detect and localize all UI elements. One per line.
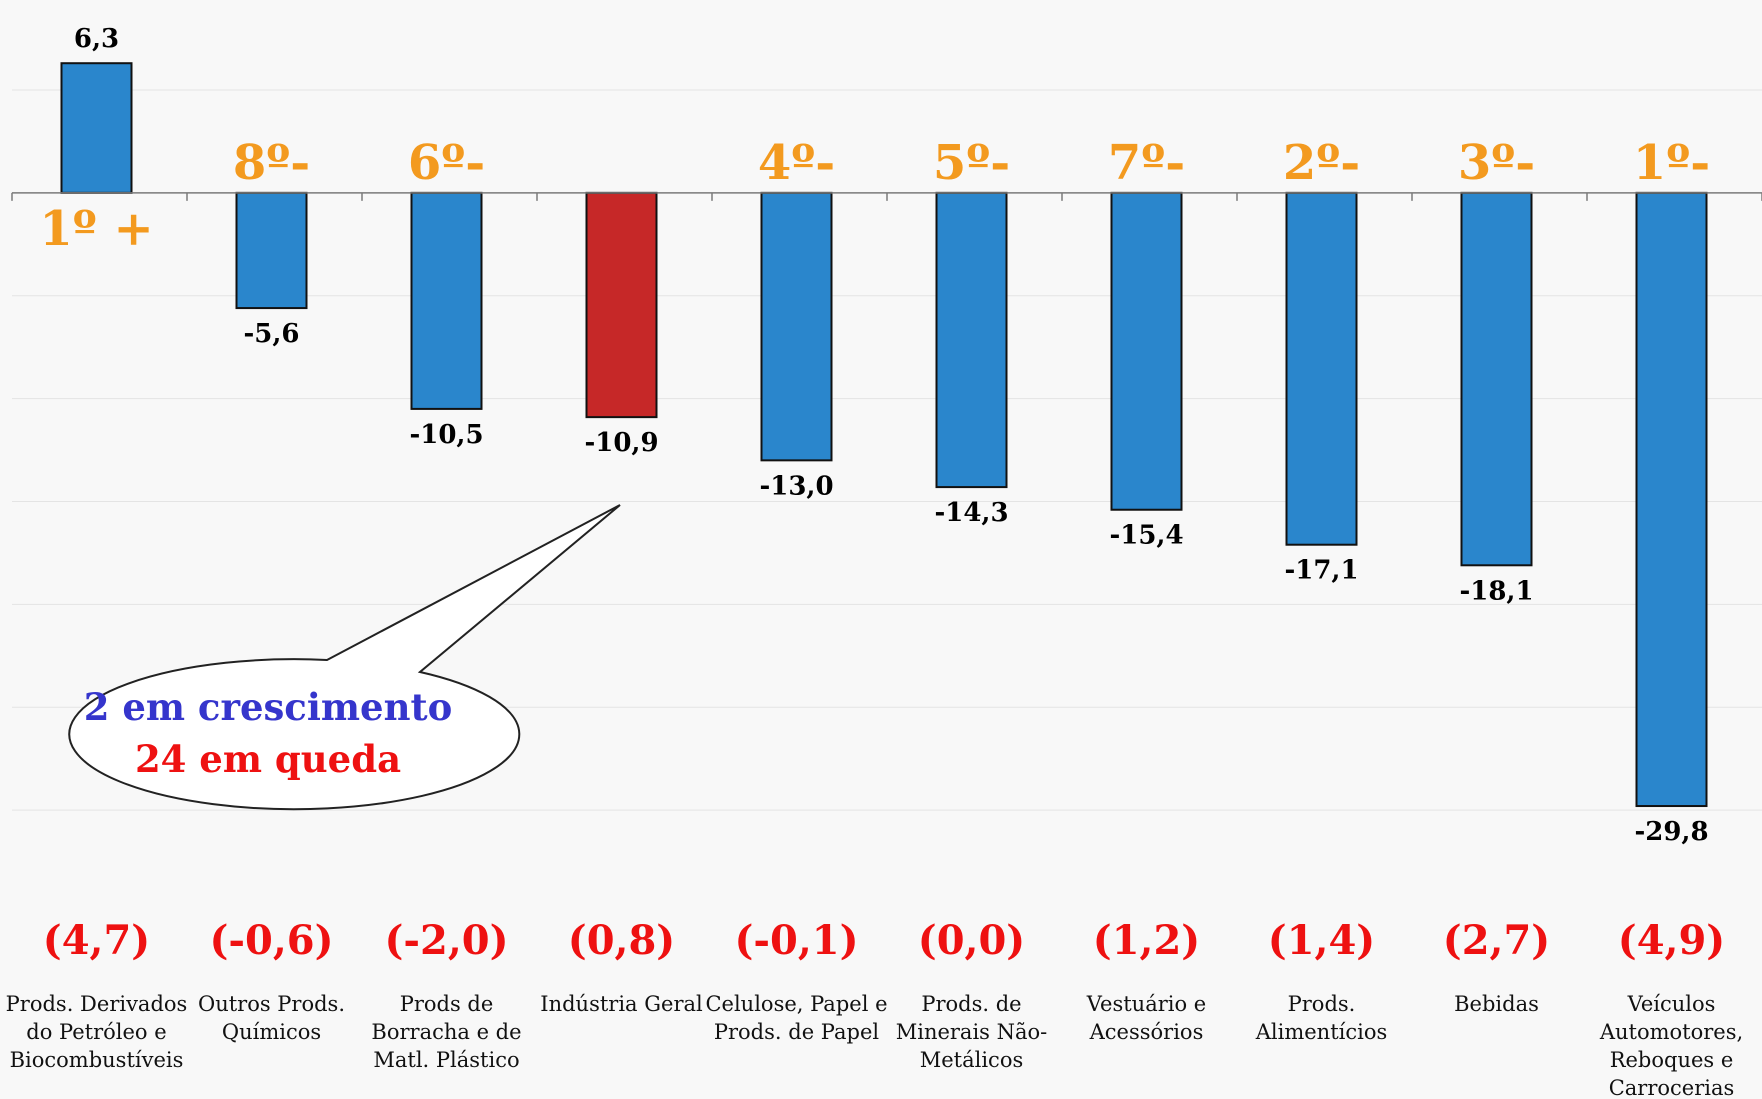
bar [587, 193, 657, 417]
parenthetical-value: (-0,6) [209, 917, 333, 964]
category-label-line: Automotores, [1599, 1020, 1743, 1044]
category-label: Bebidas [1454, 992, 1539, 1016]
bar [1637, 193, 1707, 806]
value-label: -17,1 [1284, 556, 1358, 586]
callout-line-1: 2 em crescimento [84, 685, 453, 729]
parenthetical-value: (2,7) [1443, 917, 1550, 964]
parenthetical-value: (-0,1) [734, 917, 858, 964]
bar [62, 63, 132, 193]
bar [1287, 193, 1357, 545]
category-label-line: Metálicos [920, 1048, 1024, 1072]
category-label-line: Prods. Derivados [6, 992, 188, 1016]
rank-label: 2º- [1283, 135, 1360, 191]
value-label: -29,8 [1634, 817, 1708, 847]
rank-label: 6º- [408, 135, 485, 191]
bar [237, 193, 307, 308]
callout-bubble: 2 em crescimento 24 em queda [69, 505, 620, 809]
rank-label: 5º- [933, 135, 1010, 191]
category-label: Celulose, Papel e Prods. de Papel [705, 992, 887, 1044]
value-label: -10,9 [584, 428, 658, 458]
value-label: -15,4 [1109, 521, 1183, 551]
category-label-line: Biocombustíveis [10, 1048, 184, 1072]
category-label-line: Bebidas [1454, 992, 1539, 1016]
category-label: Prods. Derivados do Petróleo e Biocombustí… [6, 992, 188, 1072]
bar [1462, 193, 1532, 565]
category-label-line: Veículos [1627, 992, 1716, 1016]
parenthetical-value: (-2,0) [384, 917, 508, 964]
category-label-line: Prods. de Papel [714, 1020, 880, 1044]
parenthetical-values: (4,7) (-0,6) (-2,0) (0,8) (-0,1) (0,0) (1,2) (1… [43, 917, 1725, 964]
bar [412, 193, 482, 409]
parenthetical-value: (0,8) [568, 917, 675, 964]
parenthetical-value: (0,0) [918, 917, 1025, 964]
parenthetical-value: (4,9) [1618, 917, 1725, 964]
callout-line-2: 24 em queda [135, 737, 401, 781]
bar [1112, 193, 1182, 510]
parenthetical-value: (4,7) [43, 917, 150, 964]
value-label: -13,0 [759, 471, 833, 501]
bar [937, 193, 1007, 487]
value-label: 6,3 [74, 24, 119, 54]
rank-label: 8º- [233, 135, 310, 191]
category-label-line: Matl. Plástico [373, 1048, 519, 1072]
category-label: Veículos Automotores, Reboques e Carroceria… [1599, 992, 1743, 1099]
rank-label: 4º- [758, 135, 835, 191]
category-label-line: Reboques e [1610, 1048, 1734, 1072]
rank-label: 1º- [1633, 135, 1710, 191]
category-label-line: Vestuário e [1086, 992, 1206, 1016]
category-label: Indústria Geral [540, 992, 703, 1016]
category-label: Prods de Borracha e de Matl. Plástico [371, 992, 521, 1072]
category-label-line: Prods. [1288, 992, 1356, 1016]
category-label-line: Acessórios [1089, 1020, 1204, 1044]
parenthetical-value: (1,4) [1268, 917, 1375, 964]
value-label: -18,1 [1459, 576, 1533, 606]
category-label-line: Outros Prods. [198, 992, 345, 1016]
category-label-line: Borracha e de [371, 1020, 521, 1044]
category-label-line: Alimentícios [1255, 1020, 1388, 1044]
category-label: Prods. Alimentícios [1255, 992, 1388, 1044]
category-label-line: Indústria Geral [540, 992, 703, 1016]
category-label-line: Minerais Não- [896, 1020, 1048, 1044]
category-label-line: Prods de [400, 992, 494, 1016]
rank-label: 7º- [1108, 135, 1185, 191]
value-label: -10,5 [409, 420, 483, 450]
category-label: Vestuário e Acessórios [1086, 992, 1206, 1044]
parenthetical-value: (1,2) [1093, 917, 1200, 964]
rank-label: 1º + [39, 201, 153, 257]
bar [762, 193, 832, 461]
category-label-line: Químicos [222, 1020, 321, 1044]
category-label-line: Carrocerias [1609, 1076, 1735, 1099]
category-label-line: Prods. de [921, 992, 1021, 1016]
value-label: -5,6 [243, 319, 299, 349]
category-labels: Prods. Derivados do Petróleo e Biocombustí… [6, 992, 1744, 1099]
category-label-line: do Petróleo e [26, 1020, 166, 1044]
category-label: Outros Prods. Químicos [198, 992, 345, 1044]
category-label-line: Celulose, Papel e [705, 992, 887, 1016]
value-label: -14,3 [934, 498, 1008, 528]
rank-label: 3º- [1458, 135, 1535, 191]
category-label: Prods. de Minerais Não- Metálicos [896, 992, 1048, 1072]
